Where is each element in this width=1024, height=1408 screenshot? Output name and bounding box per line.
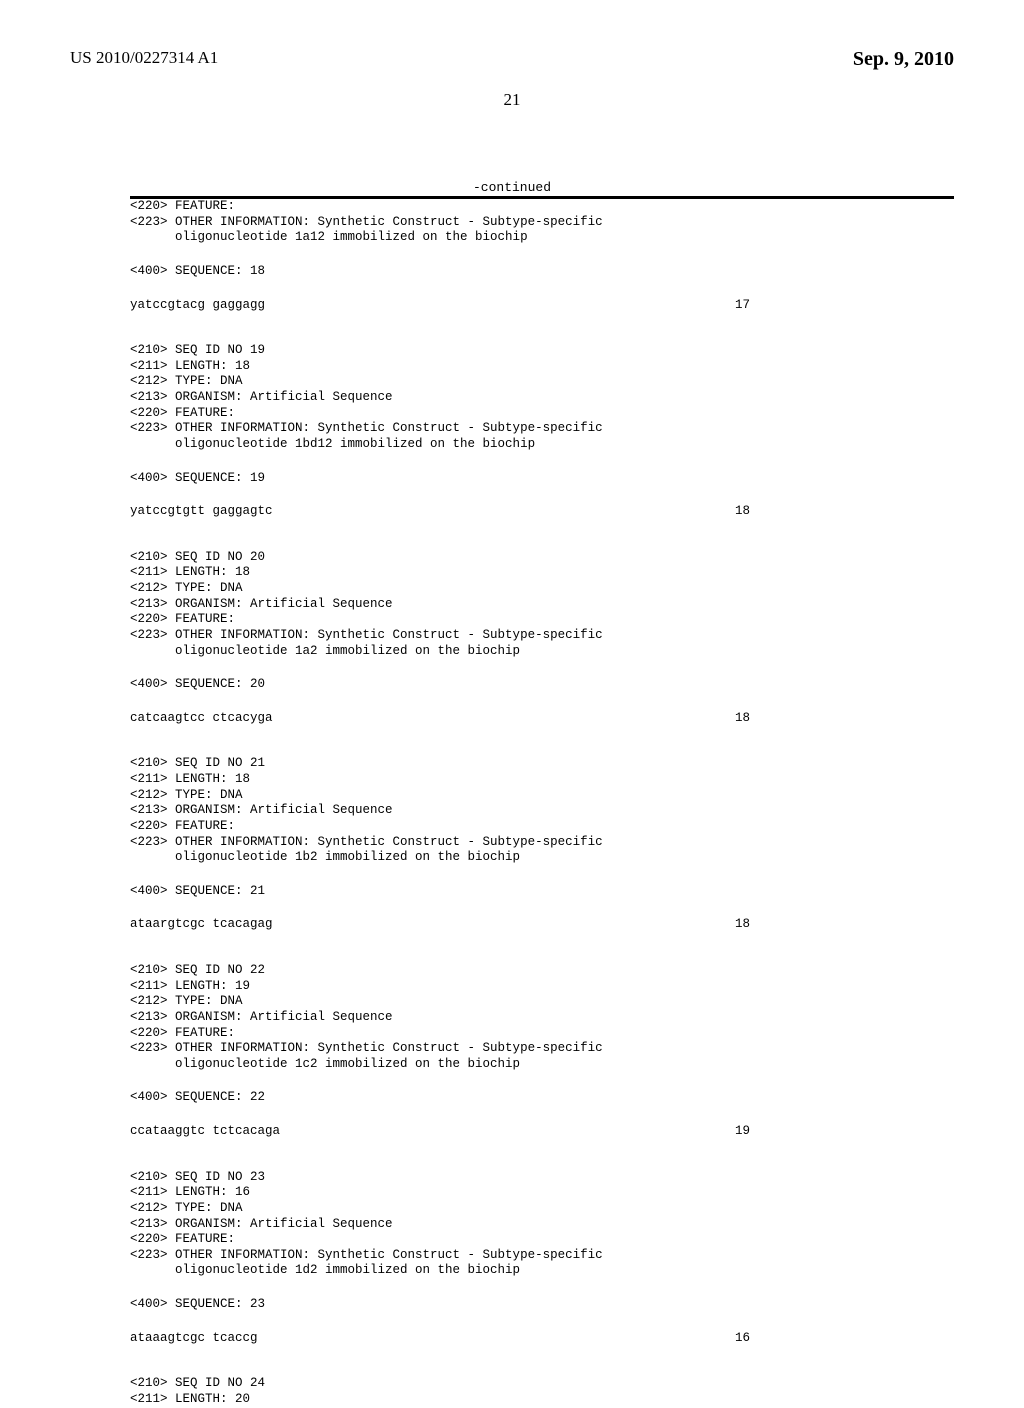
seq-tag-line: <211> LENGTH: 18 [130, 565, 954, 581]
sequence-length: 16 [735, 1331, 750, 1347]
seq-tag-line: <210> SEQ ID NO 23 [130, 1170, 954, 1186]
seq-tag-line: <213> ORGANISM: Artificial Sequence [130, 390, 954, 406]
seq-tag-line: <220> FEATURE: [130, 612, 954, 628]
sequence-text: catcaagtcc ctcacyga [130, 711, 273, 727]
seq-tag-line: <210> SEQ ID NO 21 [130, 756, 954, 772]
continued-label: -continued [0, 180, 1024, 195]
sequence-text: ataaagtcgc tcaccg [130, 1331, 258, 1347]
seq-tag-line: <210> SEQ ID NO 20 [130, 550, 954, 566]
seq-tag-line: <223> OTHER INFORMATION: Synthetic Const… [130, 628, 954, 644]
seq-label: <400> SEQUENCE: 22 [130, 1090, 954, 1106]
sequence-row: yatccgtacg gaggagg 17 [130, 298, 750, 314]
seq-label: <400> SEQUENCE: 18 [130, 264, 954, 280]
sequence-length: 17 [735, 298, 750, 314]
seq-label: <400> SEQUENCE: 21 [130, 884, 954, 900]
seq-tag-line: oligonucleotide 1b2 immobilized on the b… [130, 850, 954, 866]
sequence-text: yatccgtgtt gaggagtc [130, 504, 273, 520]
sequence-length: 18 [735, 711, 750, 727]
seq-tag-line: <213> ORGANISM: Artificial Sequence [130, 597, 954, 613]
sequence-text: ataargtcgc tcacagag [130, 917, 273, 933]
seq-tag-line: <213> ORGANISM: Artificial Sequence [130, 1010, 954, 1026]
sequence-length: 18 [735, 917, 750, 933]
seq-tag-line: <223> OTHER INFORMATION: Synthetic Const… [130, 835, 954, 851]
sequence-listing: <220> FEATURE:<223> OTHER INFORMATION: S… [0, 199, 1024, 1408]
seq-tag-line: <212> TYPE: DNA [130, 994, 954, 1010]
seq-tag-line: <211> LENGTH: 18 [130, 359, 954, 375]
sequence-length: 18 [735, 504, 750, 520]
sequence-row: yatccgtgtt gaggagtc 18 [130, 504, 750, 520]
page-header: US 2010/0227314 A1 Sep. 9, 2010 21 [0, 0, 1024, 120]
seq-tag-line: <210> SEQ ID NO 22 [130, 963, 954, 979]
seq-tag-line: <220> FEATURE: [130, 406, 954, 422]
seq-tag-line: <211> LENGTH: 19 [130, 979, 954, 995]
seq-tag-line: <223> OTHER INFORMATION: Synthetic Const… [130, 215, 954, 231]
seq-tag-line: <210> SEQ ID NO 24 [130, 1376, 954, 1392]
seq-label: <400> SEQUENCE: 20 [130, 677, 954, 693]
sequence-text: ccataaggtc tctcacaga [130, 1124, 280, 1140]
seq-tag-line: oligonucleotide 1a12 immobilized on the … [130, 230, 954, 246]
seq-tag-line: <220> FEATURE: [130, 819, 954, 835]
sequence-text: yatccgtacg gaggagg [130, 298, 265, 314]
page-number: 21 [70, 90, 954, 110]
seq-tag-line: <212> TYPE: DNA [130, 788, 954, 804]
seq-tag-line: <210> SEQ ID NO 19 [130, 343, 954, 359]
seq-tag-line: <223> OTHER INFORMATION: Synthetic Const… [130, 1041, 954, 1057]
seq-tag-line: oligonucleotide 1a2 immobilized on the b… [130, 644, 954, 660]
seq-tag-line: <223> OTHER INFORMATION: Synthetic Const… [130, 1248, 954, 1264]
sequence-length: 19 [735, 1124, 750, 1140]
seq-tag-line: <211> LENGTH: 20 [130, 1392, 954, 1408]
seq-tag-line: oligonucleotide 1d2 immobilized on the b… [130, 1263, 954, 1279]
sequence-row: ataaagtcgc tcaccg 16 [130, 1331, 750, 1347]
sequence-row: ataargtcgc tcacagag 18 [130, 917, 750, 933]
seq-tag-line: oligonucleotide 1c2 immobilized on the b… [130, 1057, 954, 1073]
seq-tag-line: <212> TYPE: DNA [130, 374, 954, 390]
sequence-row: catcaagtcc ctcacyga 18 [130, 711, 750, 727]
seq-tag-line: <211> LENGTH: 18 [130, 772, 954, 788]
seq-tag-line: <220> FEATURE: [130, 1026, 954, 1042]
publication-number: US 2010/0227314 A1 [70, 48, 954, 68]
seq-tag-line: <223> OTHER INFORMATION: Synthetic Const… [130, 421, 954, 437]
sequence-row: ccataaggtc tctcacaga 19 [130, 1124, 750, 1140]
seq-tag-line: <211> LENGTH: 16 [130, 1185, 954, 1201]
seq-tag-line: <213> ORGANISM: Artificial Sequence [130, 803, 954, 819]
seq-label: <400> SEQUENCE: 23 [130, 1297, 954, 1313]
publication-date: Sep. 9, 2010 [853, 48, 954, 71]
seq-tag-line: <213> ORGANISM: Artificial Sequence [130, 1217, 954, 1233]
seq-label: <400> SEQUENCE: 19 [130, 471, 954, 487]
seq-tag-line: <212> TYPE: DNA [130, 1201, 954, 1217]
seq-tag-line: oligonucleotide 1bd12 immobilized on the… [130, 437, 954, 453]
seq-tag-line: <220> FEATURE: [130, 199, 954, 215]
seq-tag-line: <220> FEATURE: [130, 1232, 954, 1248]
seq-tag-line: <212> TYPE: DNA [130, 581, 954, 597]
